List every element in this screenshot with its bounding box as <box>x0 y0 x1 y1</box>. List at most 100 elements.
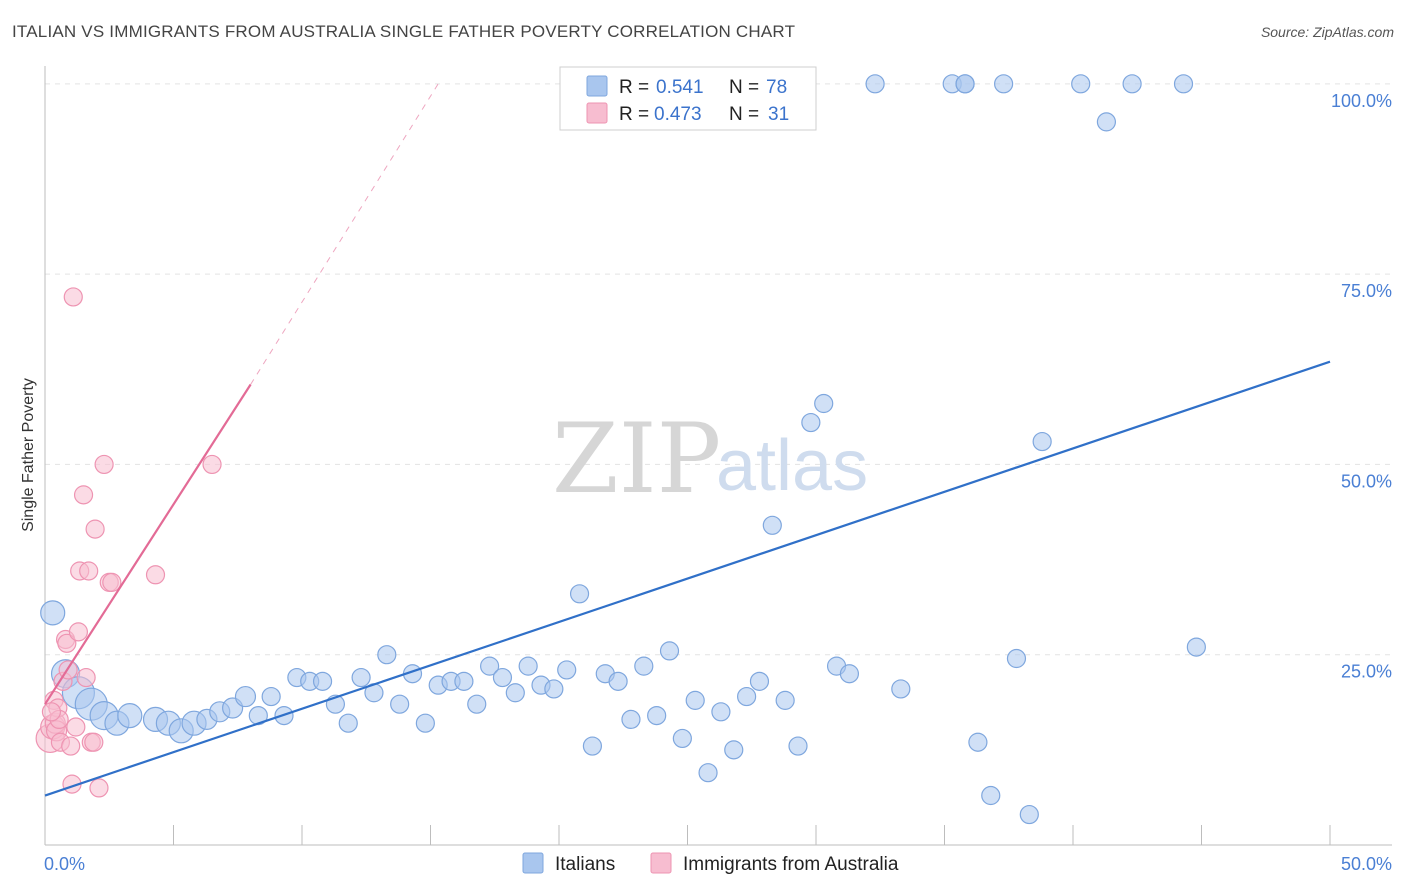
point-italians-34 <box>492 667 513 688</box>
point-italians-69 <box>1006 648 1027 669</box>
point-australia-14 <box>63 287 83 307</box>
point-australia-30 <box>41 702 62 722</box>
point-italians-26 <box>390 694 410 714</box>
point-italians-28 <box>415 713 435 733</box>
point-italians-68 <box>994 74 1014 94</box>
y-tick-100: 100.0% <box>1331 91 1392 111</box>
point-italians-31 <box>454 671 474 691</box>
watermark: ZIP atlas <box>552 403 868 515</box>
point-italians-67 <box>981 785 1001 806</box>
legend-n-value-1: 78 <box>766 77 787 98</box>
chart-source: Source: ZipAtlas.com <box>1260 24 1394 40</box>
point-italians-41 <box>582 736 603 756</box>
point-italians-63 <box>891 679 911 699</box>
trend-line-australia <box>44 383 252 705</box>
point-italians-74 <box>1122 74 1142 94</box>
y-tick-50: 50.0% <box>1341 471 1392 491</box>
point-italians-45 <box>634 656 654 676</box>
point-italians-47 <box>659 641 680 661</box>
legend-r-value-1: 0.541 <box>656 77 704 98</box>
point-italians-23 <box>351 667 371 688</box>
point-australia-29 <box>202 454 222 475</box>
point-australia-24 <box>89 778 109 798</box>
point-italians-61 <box>839 664 860 684</box>
legend-r-value-2: 0.473 <box>654 104 702 125</box>
point-australia-18 <box>73 485 94 505</box>
axes <box>44 66 1392 846</box>
point-italians-33 <box>480 656 500 676</box>
point-italians-16 <box>261 686 281 707</box>
point-italians-55 <box>762 515 782 535</box>
y-tick-labels: 25.0% 50.0% 75.0% 100.0% <box>1331 91 1392 682</box>
point-italians-32 <box>467 694 487 714</box>
point-italians-14 <box>234 685 257 708</box>
point-italians-62 <box>865 74 885 94</box>
point-italians-49 <box>685 690 705 710</box>
point-italians-76 <box>1186 637 1206 657</box>
point-italians-40 <box>569 584 590 604</box>
stats-legend: R = 0.541 N = 78 R = 0.473 N = 31 <box>559 66 817 131</box>
watermark-atlas: atlas <box>716 426 868 506</box>
grid <box>45 83 1392 656</box>
point-italians-6 <box>117 703 143 729</box>
point-italians-77 <box>955 74 975 94</box>
point-australia-22 <box>84 732 104 752</box>
legend-n-label-1: N = <box>729 77 759 98</box>
point-italians-50 <box>698 763 718 783</box>
point-australia-27 <box>102 572 122 592</box>
data-points <box>35 74 1206 825</box>
chart-title: ITALIAN VS IMMIGRANTS FROM AUSTRALIA SIN… <box>12 22 796 41</box>
point-australia-16 <box>68 622 89 642</box>
trend-extension-australia <box>250 83 439 385</box>
point-italians-44 <box>621 709 641 730</box>
trend-line-italians <box>44 360 1331 797</box>
point-italians-20 <box>312 671 333 691</box>
point-italians-54 <box>749 671 770 691</box>
legend-n-value-2: 31 <box>768 104 789 125</box>
point-italians-56 <box>775 690 795 710</box>
point-italians-36 <box>518 656 538 676</box>
point-italians-73 <box>1096 112 1117 132</box>
point-australia-19 <box>76 667 96 688</box>
point-italians-35 <box>505 683 525 703</box>
point-australia-15 <box>66 717 86 737</box>
point-italians-22 <box>338 713 358 733</box>
point-italians-48 <box>672 728 692 749</box>
point-australia-28 <box>145 565 166 585</box>
bottom-legend-swatch-italians <box>522 852 544 874</box>
point-australia-12 <box>61 736 81 756</box>
legend-swatch-italians <box>586 75 608 97</box>
point-italians-59 <box>814 393 834 414</box>
legend-r-label-1: R = <box>619 77 649 98</box>
point-italians-57 <box>788 736 808 756</box>
y-tick-75: 75.0% <box>1341 281 1392 301</box>
point-italians-39 <box>557 660 577 680</box>
bottom-legend-australia: Immigrants from Australia <box>683 854 899 875</box>
bottom-legend-swatch-australia <box>650 852 672 874</box>
point-australia-20 <box>79 561 99 581</box>
point-italians-52 <box>724 740 744 760</box>
point-italians-43 <box>608 671 628 691</box>
trend-lines <box>44 83 1331 797</box>
point-australia-25 <box>94 454 114 475</box>
x-tick-max: 50.0% <box>1341 854 1392 874</box>
legend-swatch-australia <box>586 102 608 124</box>
legend-r-label-2: R = <box>619 104 649 125</box>
point-australia-23 <box>85 519 105 539</box>
point-italians-25 <box>377 645 397 665</box>
point-italians-66 <box>968 732 988 752</box>
point-australia-10 <box>57 633 77 653</box>
legend-n-label-2: N = <box>729 104 759 125</box>
point-italians-46 <box>647 706 667 726</box>
point-italians-38 <box>544 679 564 699</box>
point-italians-0 <box>40 600 66 626</box>
series-legend: Italians Immigrants from Australia <box>522 852 899 875</box>
y-tick-25: 25.0% <box>1341 662 1392 682</box>
x-tick-min: 0.0% <box>44 854 85 874</box>
point-italians-58 <box>801 412 821 433</box>
point-italians-70 <box>1019 804 1039 825</box>
watermark-zip: ZIP <box>552 403 721 515</box>
point-italians-51 <box>711 702 731 722</box>
point-italians-72 <box>1071 74 1091 94</box>
